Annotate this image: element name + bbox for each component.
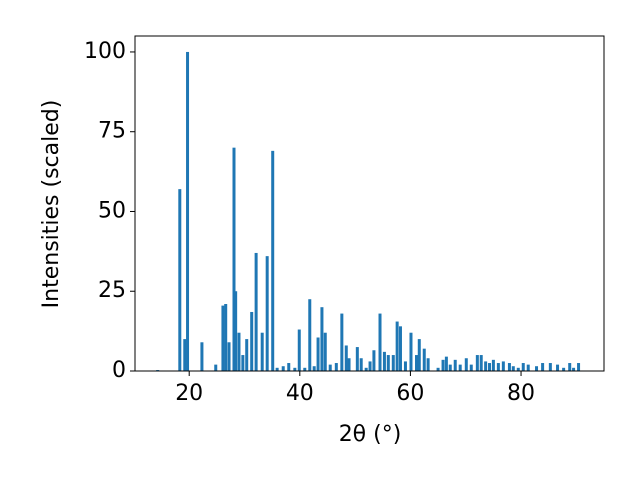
bar	[403, 361, 407, 371]
bar	[415, 355, 419, 371]
x-tick-label: 40	[286, 381, 314, 406]
bar	[186, 51, 190, 371]
bar	[469, 364, 473, 371]
bar	[271, 150, 275, 371]
plot-frame	[134, 35, 605, 372]
bar	[391, 355, 395, 371]
bar	[245, 339, 249, 371]
bar	[347, 358, 351, 371]
bar	[409, 332, 413, 371]
bar	[453, 359, 457, 371]
bar	[541, 363, 545, 371]
y-tick-label: 50	[98, 198, 126, 223]
bar	[464, 358, 468, 371]
bar	[496, 363, 500, 371]
bar	[526, 364, 530, 371]
bar	[417, 339, 421, 371]
bar	[200, 342, 204, 371]
bar	[312, 366, 316, 371]
bar	[479, 355, 483, 371]
x-tick-label: 80	[507, 381, 535, 406]
bar	[265, 256, 269, 371]
bar	[556, 364, 560, 371]
y-tick-label: 25	[98, 278, 126, 303]
bar	[562, 367, 566, 371]
bar	[364, 367, 368, 371]
bar	[441, 359, 445, 371]
bar	[501, 361, 505, 371]
bar	[372, 350, 376, 371]
bar	[475, 355, 479, 371]
bar	[250, 311, 254, 371]
bar	[491, 359, 495, 371]
bar	[568, 363, 572, 371]
x-tick-label: 20	[175, 381, 203, 406]
y-axis-label: Intensities (scaled)	[39, 100, 64, 309]
bar	[234, 291, 238, 371]
bar	[232, 147, 236, 371]
bar	[572, 367, 576, 371]
bar	[444, 356, 448, 371]
bar	[316, 337, 320, 371]
bar	[436, 367, 440, 371]
bar	[488, 363, 492, 371]
bar	[386, 355, 390, 371]
y-tick-label: 100	[84, 39, 126, 64]
bar	[378, 313, 382, 371]
bar	[516, 367, 520, 371]
bar	[328, 364, 332, 371]
bar	[398, 326, 402, 371]
bar	[334, 363, 338, 371]
bar	[297, 329, 301, 371]
x-axis-label: 2θ (°)	[339, 422, 402, 447]
bar	[382, 351, 386, 371]
bar	[395, 321, 399, 371]
bar	[275, 367, 279, 371]
bar	[241, 355, 245, 371]
bar	[458, 364, 462, 371]
bar	[521, 363, 525, 371]
bar	[287, 363, 291, 371]
bar	[448, 364, 452, 371]
bar	[320, 307, 324, 371]
bar	[308, 299, 312, 371]
bar	[260, 332, 264, 371]
bar	[422, 348, 426, 371]
bar	[214, 364, 218, 371]
bar	[303, 367, 307, 371]
bar	[511, 366, 515, 371]
bar	[426, 358, 430, 371]
bar	[344, 345, 348, 371]
bar	[548, 363, 552, 371]
bar	[355, 347, 359, 371]
bar	[535, 366, 539, 371]
bar	[323, 332, 327, 371]
bar	[340, 313, 344, 371]
bar	[368, 361, 372, 371]
x-tick-label: 60	[396, 381, 424, 406]
bar	[221, 305, 225, 371]
bar	[293, 367, 297, 371]
bar	[237, 332, 241, 371]
bar	[359, 358, 363, 371]
bar	[577, 363, 581, 371]
bar	[484, 361, 488, 371]
bar	[281, 366, 285, 371]
bar	[224, 304, 228, 371]
y-tick-label: 75	[98, 119, 126, 144]
y-tick-label: 0	[112, 358, 126, 383]
bar	[183, 339, 187, 371]
bar	[254, 252, 258, 371]
bar	[507, 363, 511, 371]
bar	[227, 342, 231, 371]
bar	[178, 189, 182, 371]
